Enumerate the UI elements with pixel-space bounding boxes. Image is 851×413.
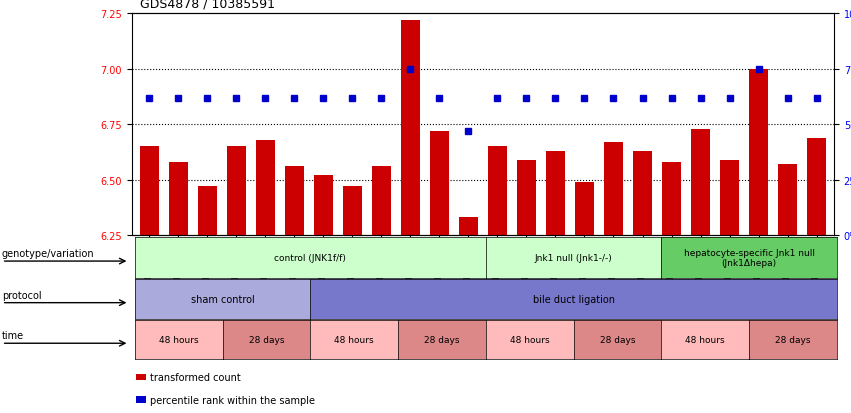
Bar (140, 147, 159, 235)
Text: control (JNK1f/f): control (JNK1f/f) (274, 253, 346, 262)
Bar (691, 129, 710, 235)
Bar (459, 218, 478, 235)
Text: transformed count: transformed count (150, 372, 241, 382)
Bar (807, 138, 826, 235)
Text: Jnk1 null (Jnk1-/-): Jnk1 null (Jnk1-/-) (534, 253, 613, 262)
Text: bile duct ligation: bile duct ligation (533, 294, 614, 304)
Text: sham control: sham control (191, 294, 254, 304)
Bar (168, 162, 188, 235)
Bar (256, 140, 275, 235)
Text: 48 hours: 48 hours (510, 335, 550, 344)
Bar (575, 183, 594, 235)
Text: time: time (2, 330, 24, 341)
Bar (633, 152, 652, 235)
Bar (285, 167, 304, 235)
Text: hepatocyte-specific Jnk1 null
(Jnk1Δhepa): hepatocyte-specific Jnk1 null (Jnk1Δhepa… (683, 248, 814, 267)
Text: 48 hours: 48 hours (159, 335, 198, 344)
Bar (604, 142, 623, 235)
Bar (517, 160, 536, 235)
Text: GDS4878 / 10385591: GDS4878 / 10385591 (140, 0, 276, 10)
Bar (372, 167, 391, 235)
Text: 28 days: 28 days (600, 335, 635, 344)
Text: 28 days: 28 days (425, 335, 460, 344)
Bar (662, 162, 681, 235)
Bar (778, 165, 797, 235)
Text: 28 days: 28 days (775, 335, 811, 344)
Bar (749, 70, 768, 235)
Bar (343, 187, 362, 235)
Bar (227, 147, 246, 235)
Text: 48 hours: 48 hours (334, 335, 374, 344)
Bar (198, 187, 217, 235)
Bar (720, 160, 739, 235)
Bar (401, 21, 420, 235)
Text: 28 days: 28 days (248, 335, 284, 344)
Bar (430, 132, 448, 235)
Bar (488, 147, 507, 235)
Bar (314, 176, 333, 235)
Text: 48 hours: 48 hours (685, 335, 725, 344)
Text: genotype/variation: genotype/variation (2, 249, 94, 259)
Text: protocol: protocol (2, 290, 42, 300)
Text: percentile rank within the sample: percentile rank within the sample (150, 395, 315, 405)
Bar (546, 152, 565, 235)
